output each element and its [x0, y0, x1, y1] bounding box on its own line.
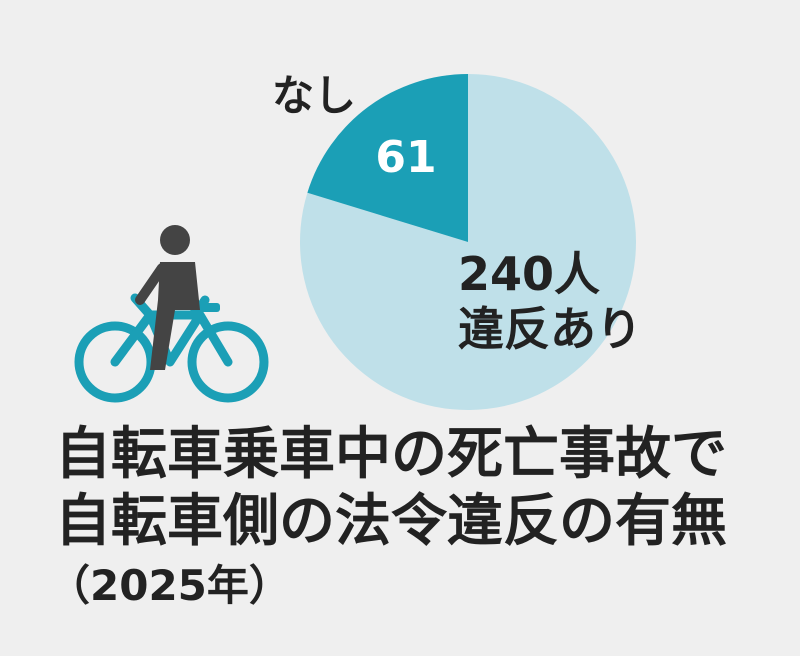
subtitle: （2025年）: [48, 561, 291, 610]
body: [150, 262, 200, 370]
title-line: 自転車乗車中の死亡事故で: [55, 422, 727, 487]
title-line: 自転車側の法令違反の有無: [55, 489, 727, 554]
category-label: なし: [272, 71, 356, 120]
pie-slice: [307, 74, 468, 242]
cyclist-icon: [74, 225, 269, 403]
head: [160, 225, 190, 255]
frame: [110, 293, 233, 367]
value-label: 240人: [458, 247, 600, 301]
category-label: 違反あり: [458, 302, 642, 356]
arm: [135, 263, 167, 305]
pie: [300, 74, 636, 411]
pie-slice: [300, 74, 636, 411]
wheel: [187, 321, 269, 403]
value-label: 61: [375, 132, 436, 183]
